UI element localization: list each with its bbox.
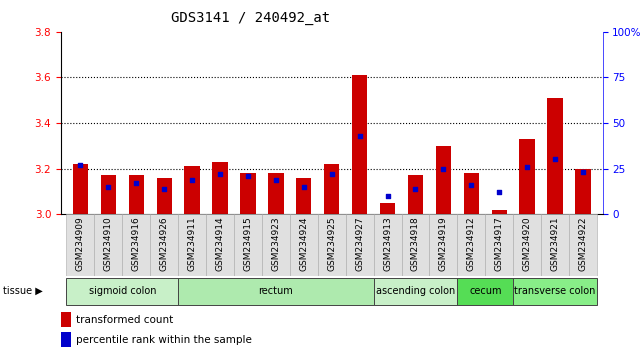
Bar	[380, 203, 395, 214]
Text: GSM234921: GSM234921	[551, 217, 560, 271]
Bar	[485, 214, 513, 276]
Bar	[547, 98, 563, 214]
Point	[187, 177, 197, 182]
Point	[215, 171, 225, 177]
Bar	[541, 214, 569, 276]
Text: GSM234926: GSM234926	[160, 217, 169, 271]
Text: GSM234912: GSM234912	[467, 217, 476, 271]
Bar	[352, 75, 367, 214]
Point	[327, 171, 337, 177]
Bar	[519, 139, 535, 214]
Text: GSM234922: GSM234922	[578, 217, 588, 271]
Text: GSM234923: GSM234923	[271, 217, 280, 271]
Bar	[206, 214, 234, 276]
Bar	[234, 214, 262, 276]
Bar	[156, 178, 172, 214]
Bar	[318, 214, 345, 276]
Text: GSM234915: GSM234915	[244, 217, 253, 271]
Bar	[240, 173, 256, 214]
Bar	[150, 214, 178, 276]
Bar	[324, 164, 339, 214]
Bar	[436, 146, 451, 214]
Point	[75, 162, 85, 168]
Text: rectum: rectum	[258, 286, 293, 296]
Bar	[458, 214, 485, 276]
Point	[494, 189, 504, 195]
Bar	[345, 214, 374, 276]
Point	[271, 177, 281, 182]
Bar	[185, 166, 200, 214]
Bar	[212, 162, 228, 214]
Bar	[408, 176, 423, 214]
Text: GDS3141 / 240492_at: GDS3141 / 240492_at	[171, 11, 330, 25]
Bar	[513, 278, 597, 305]
Point	[410, 186, 420, 192]
Point	[522, 164, 532, 170]
Text: transformed count: transformed count	[76, 315, 173, 325]
Bar	[458, 278, 513, 305]
Text: cecum: cecum	[469, 286, 501, 296]
Bar	[576, 169, 590, 214]
Bar	[94, 214, 122, 276]
Text: sigmoid colon: sigmoid colon	[88, 286, 156, 296]
Text: GSM234909: GSM234909	[76, 217, 85, 271]
Bar	[513, 214, 541, 276]
Text: GSM234913: GSM234913	[383, 217, 392, 271]
Text: ascending colon: ascending colon	[376, 286, 455, 296]
Point	[466, 182, 476, 188]
Bar	[67, 278, 178, 305]
Bar	[290, 214, 318, 276]
Bar	[101, 176, 116, 214]
Bar	[492, 210, 507, 214]
Bar	[73, 164, 88, 214]
Point	[578, 170, 588, 175]
Bar	[122, 214, 150, 276]
Text: transverse colon: transverse colon	[514, 286, 595, 296]
Text: percentile rank within the sample: percentile rank within the sample	[76, 335, 251, 345]
Text: tissue ▶: tissue ▶	[3, 286, 43, 296]
Text: GSM234910: GSM234910	[104, 217, 113, 271]
Bar	[296, 178, 312, 214]
Text: GSM234916: GSM234916	[132, 217, 141, 271]
Point	[438, 166, 449, 171]
Point	[383, 193, 393, 199]
Text: GSM234927: GSM234927	[355, 217, 364, 271]
Point	[243, 173, 253, 179]
Bar	[61, 332, 71, 347]
Text: GSM234917: GSM234917	[495, 217, 504, 271]
Text: GSM234914: GSM234914	[215, 217, 224, 271]
Text: GSM234924: GSM234924	[299, 217, 308, 271]
Bar	[374, 278, 458, 305]
Text: GSM234918: GSM234918	[411, 217, 420, 271]
Bar	[178, 214, 206, 276]
Bar	[129, 176, 144, 214]
Bar	[61, 312, 71, 327]
Bar	[262, 214, 290, 276]
Bar	[67, 214, 94, 276]
Bar	[569, 214, 597, 276]
Point	[103, 184, 113, 190]
Point	[299, 184, 309, 190]
Text: GSM234920: GSM234920	[522, 217, 531, 271]
Point	[159, 186, 169, 192]
Point	[354, 133, 365, 139]
Text: GSM234925: GSM234925	[327, 217, 337, 271]
Bar	[178, 278, 374, 305]
Point	[131, 180, 142, 186]
Point	[550, 156, 560, 162]
Bar	[268, 173, 283, 214]
Bar	[374, 214, 401, 276]
Bar	[401, 214, 429, 276]
Bar	[463, 173, 479, 214]
Text: GSM234919: GSM234919	[439, 217, 448, 271]
Bar	[429, 214, 458, 276]
Text: GSM234911: GSM234911	[188, 217, 197, 271]
